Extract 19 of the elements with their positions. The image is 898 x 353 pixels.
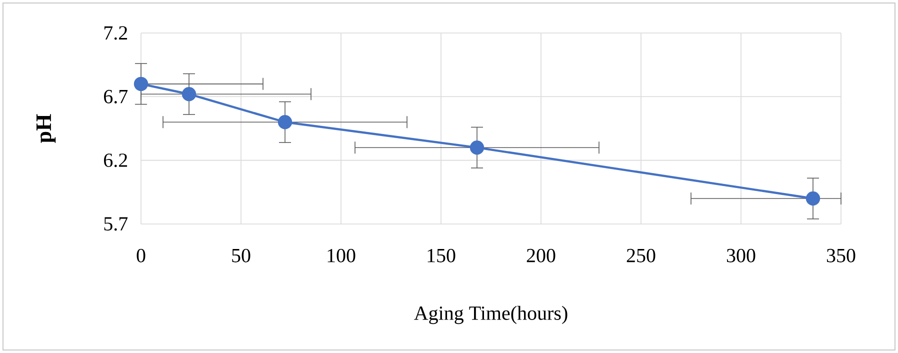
point xyxy=(806,191,820,206)
point xyxy=(182,87,196,102)
x-tick-label: 150 xyxy=(428,248,456,262)
x-tick-label: 350 xyxy=(826,248,856,262)
point xyxy=(278,115,292,130)
x-tick-label: 300 xyxy=(726,248,756,262)
x-axis-title: Aging Time(hours) xyxy=(414,306,568,324)
x-tick-label: 50 xyxy=(232,248,250,262)
x-tick-label: 100 xyxy=(328,248,356,262)
y-tick-label: 5.7 xyxy=(104,217,128,231)
y-axis-title: pH xyxy=(36,114,56,143)
point xyxy=(470,140,484,155)
x-tick-label: 200 xyxy=(526,248,556,262)
y-tick-label: 6.7 xyxy=(104,90,128,104)
x-tick-label: 0 xyxy=(136,248,146,262)
x-tick-label: 250 xyxy=(626,248,656,262)
y-tick-label: 7.2 xyxy=(104,26,128,40)
y-tick-label: 6.2 xyxy=(104,154,128,168)
point xyxy=(134,76,148,92)
